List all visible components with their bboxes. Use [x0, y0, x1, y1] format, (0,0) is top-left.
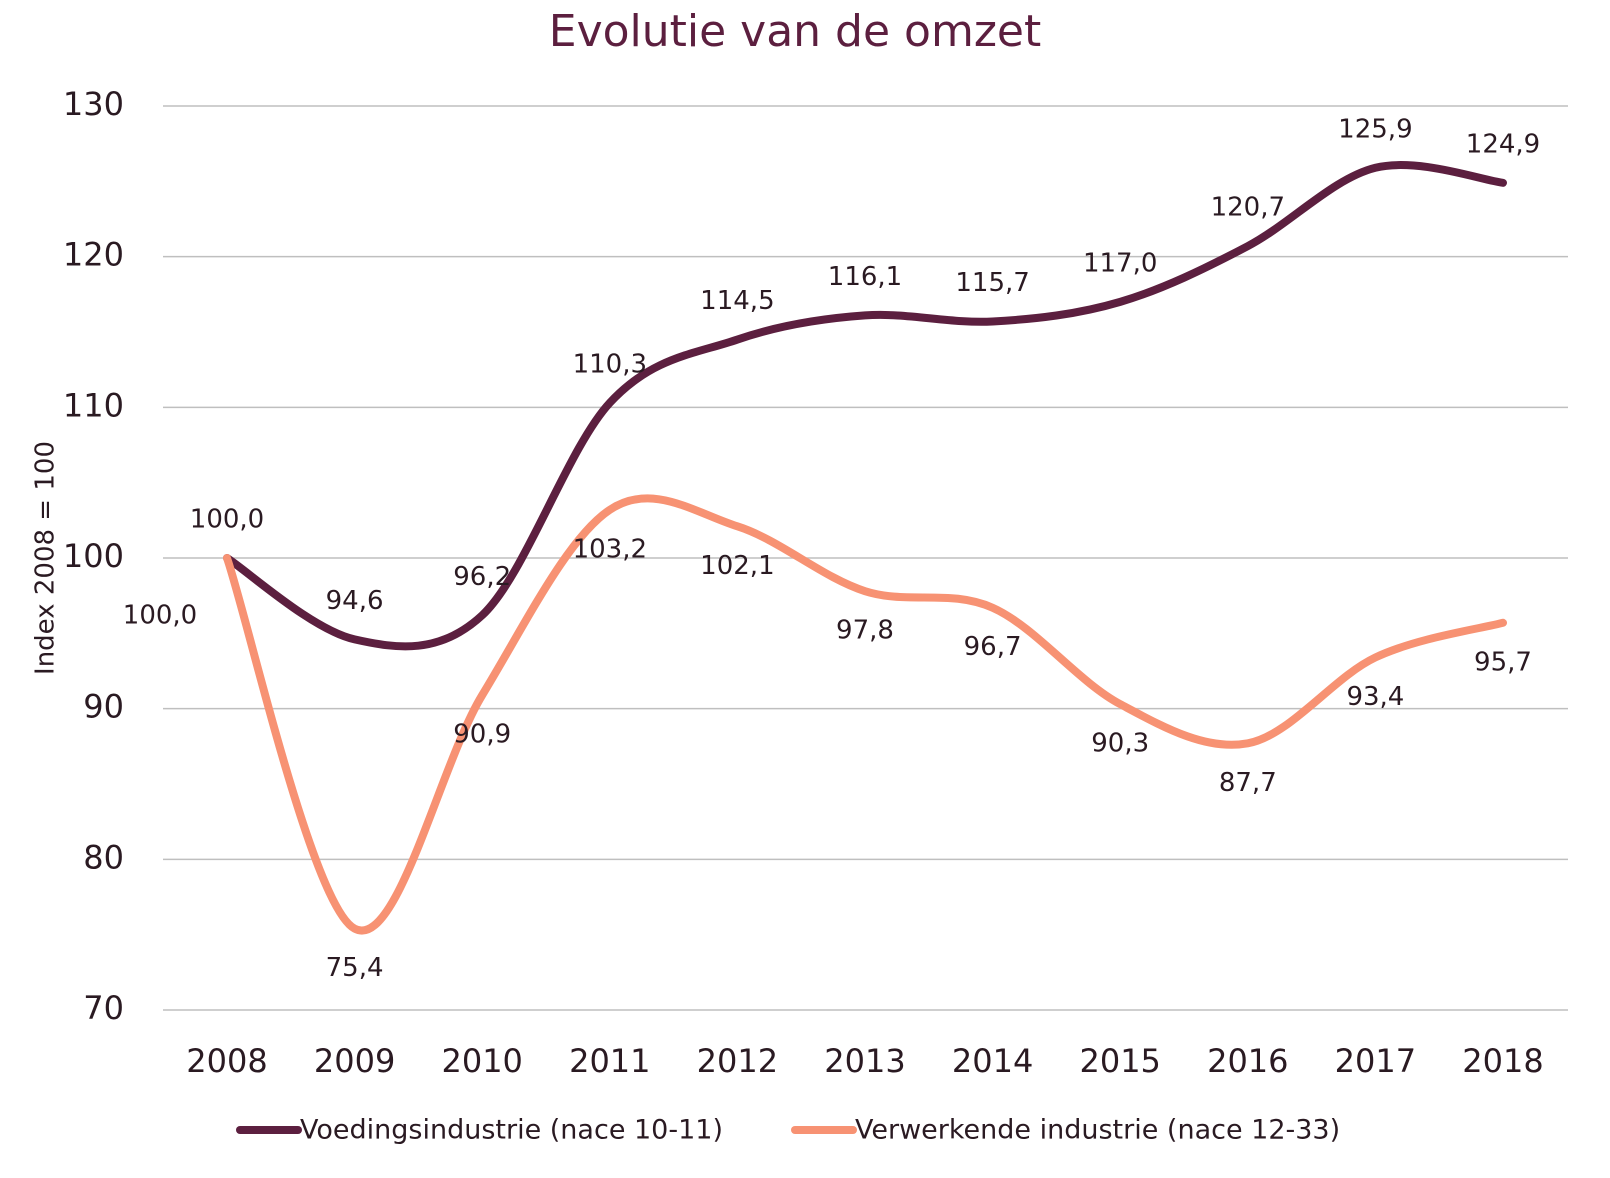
data-label: 96,7 — [964, 632, 1022, 662]
data-label: 95,7 — [1474, 647, 1532, 677]
x-tick-label: 2015 — [1079, 1042, 1160, 1080]
y-tick-label: 110 — [63, 386, 124, 424]
y-tick-label: 100 — [63, 537, 124, 575]
legend-label: Voedingsindustrie (nace 10-11) — [300, 1115, 723, 1146]
y-tick-label: 80 — [83, 838, 124, 876]
x-tick-label: 2014 — [952, 1042, 1033, 1080]
data-label: 94,6 — [326, 586, 384, 616]
y-tick-label: 130 — [63, 85, 124, 123]
data-label: 100,0 — [190, 505, 264, 535]
data-label: 114,5 — [700, 286, 774, 316]
x-tick-label: 2011 — [569, 1042, 650, 1080]
data-label: 103,2 — [573, 534, 647, 564]
data-label: 96,2 — [453, 562, 511, 592]
data-label: 120,7 — [1211, 193, 1285, 223]
data-label: 110,3 — [573, 349, 647, 379]
y-tick-label: 90 — [83, 688, 124, 726]
data-label: 90,9 — [453, 720, 511, 750]
data-label: 75,4 — [326, 953, 384, 983]
x-tick-label: 2008 — [186, 1042, 267, 1080]
y-tick-label: 120 — [63, 236, 124, 274]
data-label: 90,3 — [1091, 729, 1149, 759]
data-label: 97,8 — [836, 616, 894, 646]
data-label: 100,0 — [123, 601, 197, 631]
chart-title: Evolutie van de omzet — [549, 6, 1041, 57]
y-tick-label: 70 — [83, 989, 124, 1027]
x-tick-label: 2013 — [824, 1042, 905, 1080]
data-label: 124,9 — [1466, 129, 1540, 159]
data-label: 93,4 — [1346, 682, 1404, 712]
data-label: 102,1 — [700, 551, 774, 581]
x-tick-label: 2016 — [1207, 1042, 1288, 1080]
series-line — [223, 494, 1507, 935]
data-label: 115,7 — [955, 268, 1029, 298]
x-tick-label: 2010 — [441, 1042, 522, 1080]
x-tick-label: 2012 — [697, 1042, 778, 1080]
data-label: 117,0 — [1083, 248, 1157, 278]
series-line — [223, 161, 1507, 651]
x-tick-label: 2009 — [314, 1042, 395, 1080]
legend-label: Verwerkende industrie (nace 12-33) — [855, 1115, 1340, 1146]
y-axis-title: Index 2008 = 100 — [31, 441, 61, 675]
data-label: 125,9 — [1338, 114, 1412, 144]
x-tick-label: 2017 — [1335, 1042, 1416, 1080]
x-tick-label: 2018 — [1462, 1042, 1543, 1080]
data-label: 87,7 — [1219, 768, 1277, 798]
data-label: 116,1 — [828, 262, 902, 292]
